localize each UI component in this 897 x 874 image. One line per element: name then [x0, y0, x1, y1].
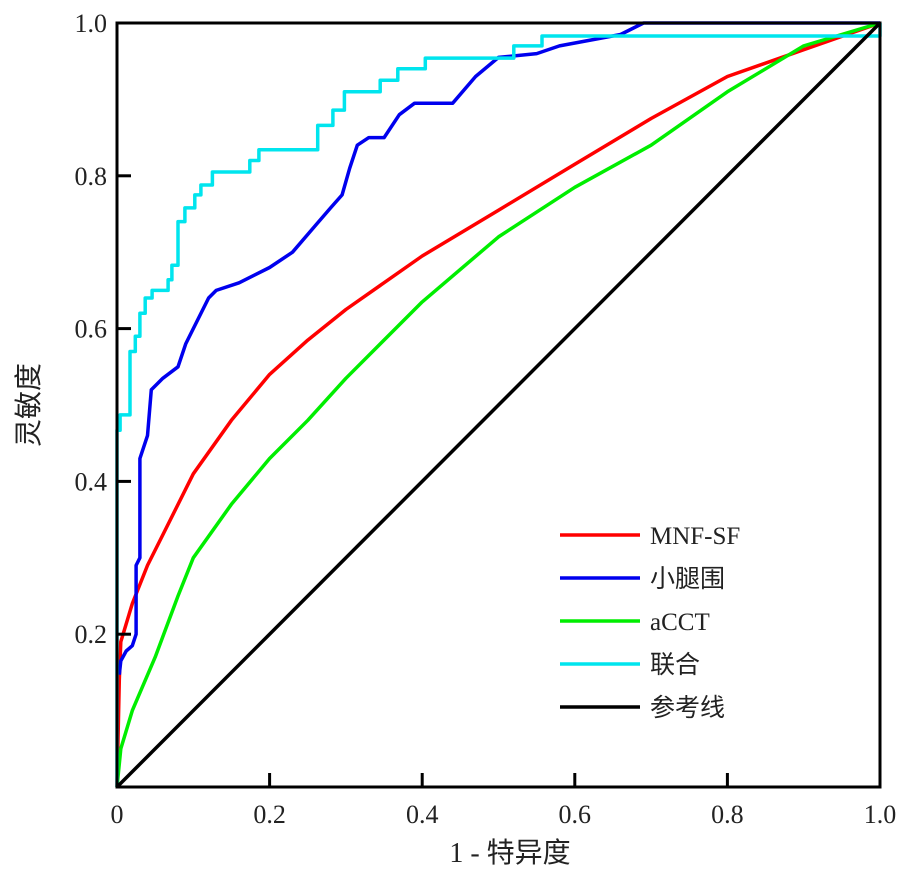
legend-label-0: MNF-SF: [650, 523, 740, 550]
legend-label-1: 小腿围: [650, 565, 725, 593]
x-tick-label: 0.8: [711, 800, 744, 829]
series-line-2: [115, 21, 881, 788]
x-tick-label: 0.4: [406, 800, 439, 829]
x-axis-label: 1 - 特异度: [449, 837, 570, 869]
x-axis: 0 0.2 0.4 0.6 0.8 1.0: [111, 773, 897, 829]
y-tick-label: 0.8: [75, 162, 108, 191]
y-tick-label: 0.6: [75, 315, 108, 344]
x-tick-label: 0.2: [253, 800, 286, 829]
legend-label-3: 联合: [650, 651, 700, 679]
plot-frame: [115, 21, 882, 789]
series-line-0: [115, 21, 881, 788]
series-line-1: [117, 21, 880, 675]
y-tick-label: 0.4: [75, 467, 108, 496]
x-tick-label: 1.0: [864, 800, 897, 829]
series-line-4: [115, 21, 882, 789]
y-tick-label: 0.2: [75, 620, 108, 649]
y-axis-label: 灵敏度: [13, 363, 45, 447]
x-tick-label: 0: [111, 800, 124, 829]
y-axis: 0.2 0.4 0.6 0.8 1.0: [75, 9, 131, 649]
series-line-3: [115, 23, 882, 787]
y-tick-label: 1.0: [75, 9, 108, 38]
x-tick-label: 0.6: [559, 800, 592, 829]
legend-label-4: 参考线: [650, 694, 725, 722]
curves: [115, 21, 882, 789]
legend-label-2: aCCT: [650, 609, 710, 636]
